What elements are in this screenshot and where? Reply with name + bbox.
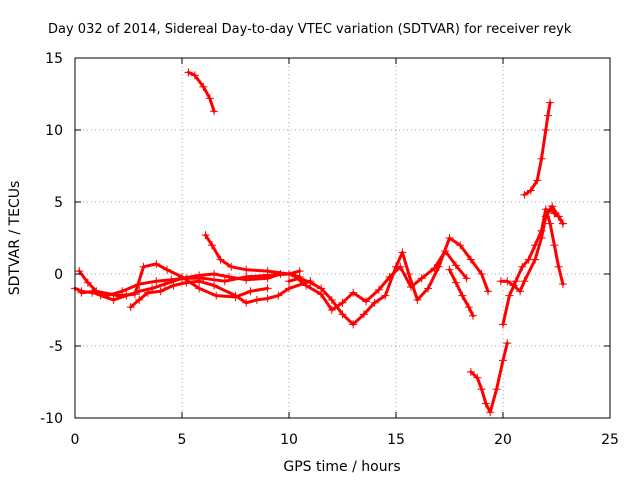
- x-tick-label: 0: [71, 432, 80, 448]
- y-tick-label: 15: [45, 51, 63, 67]
- series-line: [540, 207, 565, 286]
- series-track-8: [291, 246, 471, 314]
- series-line: [293, 249, 469, 312]
- series-track-6: [201, 231, 304, 281]
- x-tick-label: 10: [280, 432, 298, 448]
- x-tick-label: 5: [178, 432, 187, 448]
- series-track-10: [466, 339, 512, 417]
- series-track-14: [520, 98, 555, 199]
- y-tick-label: -5: [49, 339, 63, 355]
- chart-title: Day 032 of 2014, Sidereal Day-to-day VTE…: [48, 22, 572, 37]
- x-tick-label: 25: [601, 432, 619, 448]
- x-axis-label: GPS time / hours: [283, 459, 400, 475]
- x-tick-label: 20: [494, 432, 512, 448]
- plot-frame: [74, 57, 611, 419]
- series-line: [469, 341, 509, 414]
- y-tick-label: -10: [40, 411, 63, 427]
- x-tick-label: 15: [387, 432, 405, 448]
- y-tick-label: 0: [54, 267, 63, 283]
- series-track-13: [537, 205, 567, 289]
- y-tick-label: 10: [45, 123, 63, 139]
- series-track-5: [184, 68, 219, 116]
- data-series: [71, 68, 567, 417]
- y-tick-label: 5: [54, 195, 63, 211]
- series-track-9: [445, 265, 478, 320]
- series-track-7: [285, 234, 493, 329]
- y-axis-label: SDTVAR / TECUs: [7, 181, 23, 296]
- axis-ticks: 0 5 10 15 20 25 -10 -5 0 5 10 15: [40, 51, 619, 448]
